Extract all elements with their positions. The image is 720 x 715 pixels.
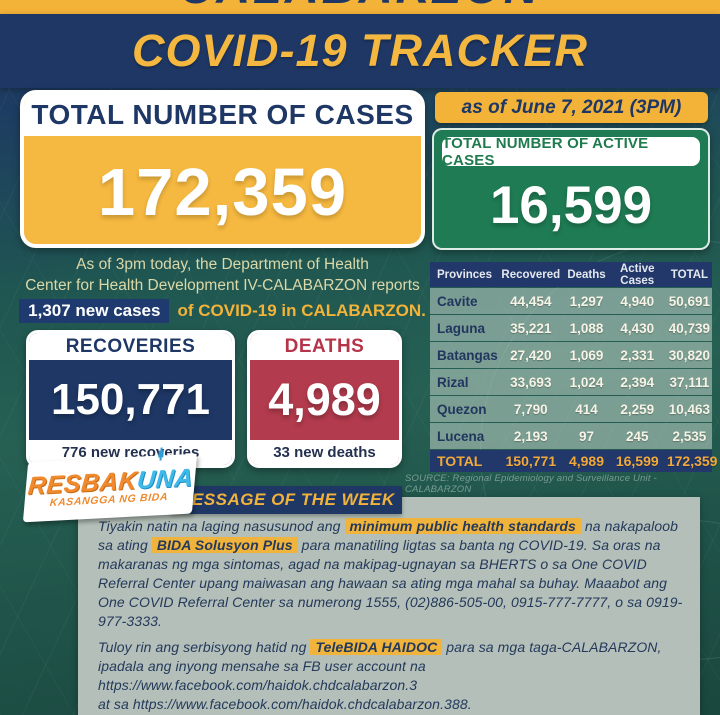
deaths-label: DEATHS — [284, 335, 365, 357]
active-cases-header: TOTAL NUMBER OF ACTIVE CASES — [442, 134, 700, 169]
table-row: Batangas 27,420 1,069 2,331 30,820 — [430, 342, 712, 368]
province-stat: 10,463 — [668, 401, 711, 417]
total-cases-value: 172,359 — [97, 154, 348, 230]
province-stat: 2,331 — [620, 347, 655, 363]
table-row: Lucena 2,193 97 245 2,535 — [430, 423, 712, 449]
message-of-the-week-banner: MESSAGE OF THE WEEK — [170, 486, 402, 514]
province-stat: 245 — [625, 428, 649, 444]
province-name: Cavite — [437, 293, 478, 309]
province-stat: 33,693 — [510, 374, 552, 390]
table-header-cell: TOTAL — [670, 268, 709, 281]
province-stat: 4,940 — [620, 293, 655, 309]
table-header-cell: Active Cases — [619, 262, 655, 287]
report-note-line3-rest: of COVID-19 in CALABARZON. — [177, 301, 426, 320]
table-header-row: Provinces Recovered Deaths Active Cases TOTA… — [430, 262, 712, 287]
province-stat: 2,394 — [620, 374, 655, 390]
total-cases-card: TOTAL NUMBER OF CASES 172,359 — [20, 90, 425, 248]
table-header-cell: Recovered — [501, 268, 561, 281]
message-paragraph: Tiyakin natin na laging nasusunod ang mi… — [98, 518, 683, 629]
province-stat: 44,454 — [510, 293, 552, 309]
new-cases-badge: 1,307 new cases — [19, 299, 170, 323]
recoveries-card: RECOVERIES 150,771 776 new recoveries — [26, 330, 235, 468]
recoveries-value: 150,771 — [50, 375, 211, 424]
province-stat: 2,193 — [513, 428, 548, 444]
total-row-stat: 172,359 — [666, 453, 718, 469]
highlighted-text: TeleBIDA HAIDOC — [310, 639, 443, 655]
province-stat: 2,535 — [672, 428, 707, 444]
report-note: As of 3pm today, the Department of Healt… — [18, 254, 427, 323]
total-cases-label: TOTAL NUMBER OF CASES — [31, 99, 414, 130]
table-row: Cavite 44,454 1,297 4,940 50,691 — [430, 288, 712, 314]
region-title: CALABARZON — [179, 0, 541, 14]
table-total-row: TOTAL 150,771 4,989 16,599 172,359 — [430, 450, 718, 472]
report-note-line1: As of 3pm today, the Department of Healt… — [76, 256, 369, 273]
message-paragraph: Tuloy rin ang serbisyong hatid ng TeleBI… — [98, 639, 662, 712]
resbakuna-text-accent: UNA — [135, 463, 195, 495]
province-stat: 27,420 — [510, 347, 552, 363]
deaths-footer: 33 new deaths — [250, 440, 399, 465]
syringe-icon — [154, 446, 168, 466]
province-name: Batangas — [437, 347, 498, 363]
active-cases-card: TOTAL NUMBER OF ACTIVE CASES 16,599 — [432, 128, 710, 250]
message-paragraphs: Tiyakin natin na laging nasusunod ang mi… — [98, 517, 686, 715]
highlighted-text: minimum public health standards — [344, 518, 581, 534]
as-of-date: as of June 7, 2021 (3PM) — [461, 96, 682, 118]
table-row: Rizal 33,693 1,024 2,394 37,111 — [430, 369, 712, 395]
province-stat: 37,111 — [669, 374, 710, 390]
message-of-the-week-label: MESSAGE OF THE WEEK — [177, 490, 395, 509]
province-stat: 4,430 — [620, 320, 655, 336]
source-note: SOURCE: Regional Epidemiology and Survei… — [405, 473, 657, 495]
province-name: Rizal — [437, 374, 469, 390]
province-stat: 50,691 — [668, 293, 711, 309]
report-note-line3: 1,307 new cases of COVID-19 in CALABARZO… — [18, 299, 427, 323]
province-stat: 7,790 — [513, 401, 548, 417]
province-stat: 40,739 — [668, 320, 711, 336]
total-cases-header: TOTAL NUMBER OF CASES — [24, 94, 421, 136]
highlighted-text: BIDA Solusyon Plus — [151, 537, 298, 553]
table-row: Laguna 35,221 1,088 4,430 40,739 — [430, 315, 712, 341]
province-table: Provinces Recovered Deaths Active Cases TOTA… — [430, 262, 718, 472]
province-name: Laguna — [437, 320, 486, 336]
province-stat: 1,024 — [569, 374, 604, 390]
active-cases-label: TOTAL NUMBER OF ACTIVE CASES — [442, 134, 649, 169]
table-header-cell: Deaths — [567, 268, 606, 281]
province-stat: 2,259 — [620, 401, 655, 417]
as-of-date-banner: as of June 7, 2021 (3PM) — [435, 92, 708, 123]
total-row-label: TOTAL — [437, 453, 483, 469]
deaths-header: DEATHS — [250, 333, 399, 360]
recoveries-label: RECOVERIES — [65, 335, 196, 357]
province-stat: 35,221 — [510, 320, 552, 336]
total-row-stat: 4,989 — [568, 453, 605, 469]
region-banner: CALABARZON — [0, 0, 720, 14]
province-name: Quezon — [437, 401, 487, 417]
province-stat: 30,820 — [668, 347, 711, 363]
province-stat: 1,069 — [569, 347, 604, 363]
province-stat: 1,088 — [569, 320, 604, 336]
table-row: Quezon 7,790 414 2,259 10,463 — [430, 396, 712, 422]
title-banner: COVID-19 TRACKER — [0, 14, 720, 88]
province-name: Lucena — [437, 428, 485, 444]
total-row-stat: 16,599 — [615, 453, 659, 469]
deaths-value: 4,989 — [268, 374, 381, 425]
total-row-stat: 150,771 — [505, 453, 557, 469]
new-deaths-note: 33 new deaths — [273, 444, 376, 461]
recoveries-header: RECOVERIES — [29, 333, 232, 360]
resbakuna-logo: RESBAKUNA KASANGGA NG BIDA — [22, 447, 198, 523]
page-title: COVID-19 TRACKER — [131, 25, 589, 76]
table-body: Cavite 44,454 1,297 4,940 50,691 Laguna 35,221… — [430, 288, 712, 449]
report-note-line2: Center for Health Development IV-CALABAR… — [25, 277, 420, 294]
table-header-cell: Provinces — [437, 268, 492, 281]
province-stat: 97 — [578, 428, 594, 444]
province-stat: 1,297 — [569, 293, 604, 309]
active-cases-value: 16,599 — [489, 175, 653, 235]
message-panel: Tiyakin natin na laging nasusunod ang mi… — [78, 497, 700, 715]
province-stat: 414 — [575, 401, 598, 417]
deaths-card: DEATHS 4,989 33 new deaths — [247, 330, 402, 468]
